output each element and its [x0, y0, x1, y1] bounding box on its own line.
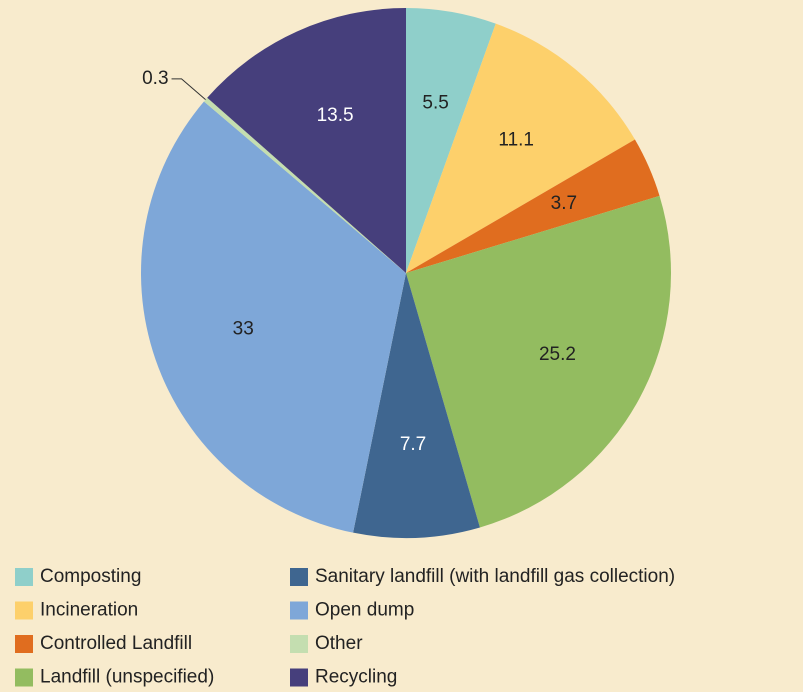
- legend-label: Controlled Landfill: [40, 633, 192, 654]
- legend-label: Incineration: [40, 600, 138, 621]
- legend-swatch: [290, 601, 308, 620]
- value-label: 25.2: [539, 344, 576, 365]
- legend-swatch: [15, 635, 33, 653]
- pie-slice: [353, 273, 480, 538]
- leader-line: [171, 78, 206, 101]
- legend-swatch: [15, 601, 33, 620]
- legend-label: Sanitary landfill (with landfill gas col…: [315, 566, 675, 587]
- pie-slice: [207, 8, 406, 273]
- pie-slice: [203, 97, 406, 274]
- legend-swatch: [15, 568, 33, 586]
- value-label: 11.1: [498, 130, 534, 151]
- value-label: 7.7: [400, 434, 426, 455]
- value-label: 13.5: [317, 105, 354, 126]
- pie-slice: [406, 139, 660, 273]
- pie-slice: [140, 101, 406, 533]
- legend-label: Open dump: [315, 600, 414, 621]
- legend-swatch: [290, 668, 308, 687]
- pie-slice: [406, 23, 635, 273]
- legend-swatch: [290, 568, 308, 586]
- legend-swatch: [15, 668, 33, 687]
- value-label: 5.5: [422, 92, 448, 113]
- legend-label: Landfill (unspecified): [40, 667, 214, 688]
- legend-label: Composting: [40, 566, 141, 587]
- legend-swatch: [290, 635, 308, 653]
- legend-label: Other: [315, 633, 363, 654]
- value-label: 0.3: [142, 68, 168, 89]
- pie-slice: [406, 8, 496, 273]
- value-label: 33: [233, 318, 254, 339]
- legend-label: Recycling: [315, 667, 397, 688]
- value-label: 3.7: [551, 193, 577, 214]
- pie-slice: [406, 195, 671, 528]
